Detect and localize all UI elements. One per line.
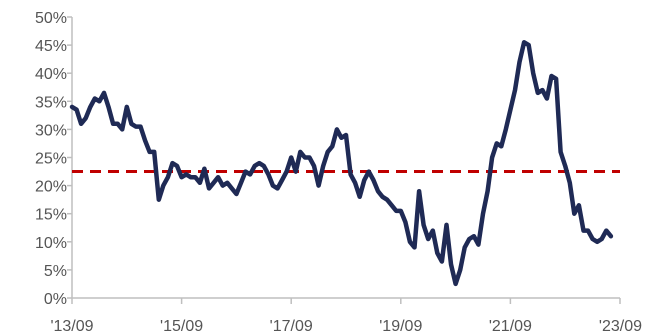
- x-tick-label: '23/09: [599, 318, 642, 335]
- y-tick-label: 0%: [44, 291, 67, 308]
- series-group: [69, 40, 614, 287]
- y-tick-label: 45%: [35, 38, 67, 55]
- y-axis: 0% 5% 10% 15% 20% 25% 30% 35% 40% 45% 50%: [35, 10, 73, 308]
- y-tick-label: 25%: [35, 151, 67, 168]
- x-tick-label: '21/09: [489, 318, 532, 335]
- series-line: [69, 40, 614, 287]
- x-tick-label: '17/09: [270, 318, 313, 335]
- y-tick-label: 50%: [35, 10, 67, 27]
- y-tick-label: 40%: [35, 66, 67, 83]
- x-tick-label: '19/09: [379, 318, 422, 335]
- y-tick-label: 15%: [35, 207, 67, 224]
- y-tick-label: 5%: [44, 263, 67, 280]
- y-tick-label: 10%: [35, 235, 67, 252]
- x-axis: '13/09 '15/09 '17/09 '19/09 '21/09 '23/09: [50, 297, 642, 335]
- y-tick-label: 20%: [35, 179, 67, 196]
- y-tick-label: 30%: [35, 122, 67, 139]
- x-tick-label: '13/09: [50, 318, 93, 335]
- x-tick-label: '15/09: [160, 318, 203, 335]
- y-tick-label: 35%: [35, 94, 67, 111]
